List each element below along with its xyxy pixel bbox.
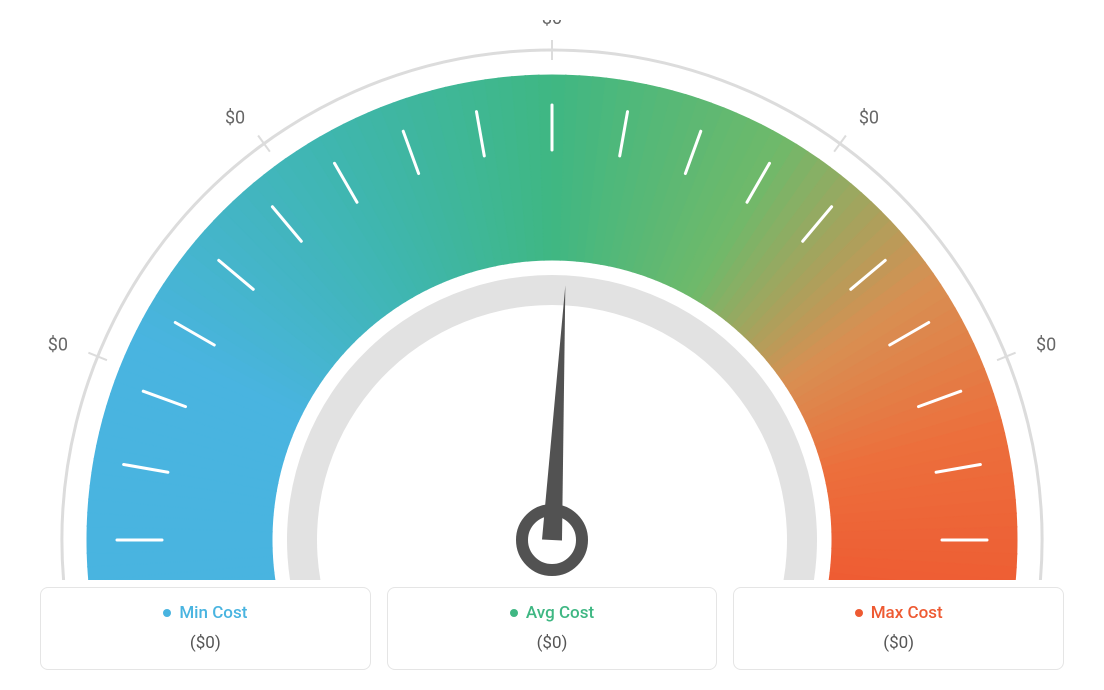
legend-card-avg: Avg Cost ($0) [387,587,718,670]
svg-text:$0: $0 [225,108,245,129]
gauge-svg: $0$0$0$0$0$0$0 [0,20,1104,580]
legend-title-text: Max Cost [871,603,943,623]
legend-title-max: Max Cost [855,603,943,623]
svg-text:$0: $0 [1036,334,1056,355]
legend-title-text: Avg Cost [526,603,594,623]
legend-value-avg: ($0) [412,633,693,653]
legend-card-min: Min Cost ($0) [40,587,371,670]
legend-value-max: ($0) [758,633,1039,653]
legend-card-max: Max Cost ($0) [733,587,1064,670]
svg-text:$0: $0 [48,334,68,355]
dot-icon [510,609,518,617]
legend-title-avg: Avg Cost [510,603,594,623]
legend-title-text: Min Cost [179,603,247,623]
svg-text:$0: $0 [859,108,879,129]
dot-icon [855,609,863,617]
gauge: $0$0$0$0$0$0$0 [0,20,1104,584]
svg-text:$0: $0 [542,20,562,29]
legend-value-min: ($0) [65,633,346,653]
legend-row: Min Cost ($0) Avg Cost ($0) Max Cost ($0… [0,587,1104,670]
dot-icon [163,609,171,617]
legend-title-min: Min Cost [163,603,247,623]
chart-container: $0$0$0$0$0$0$0 Min Cost ($0) Avg Cost ($… [0,0,1104,690]
